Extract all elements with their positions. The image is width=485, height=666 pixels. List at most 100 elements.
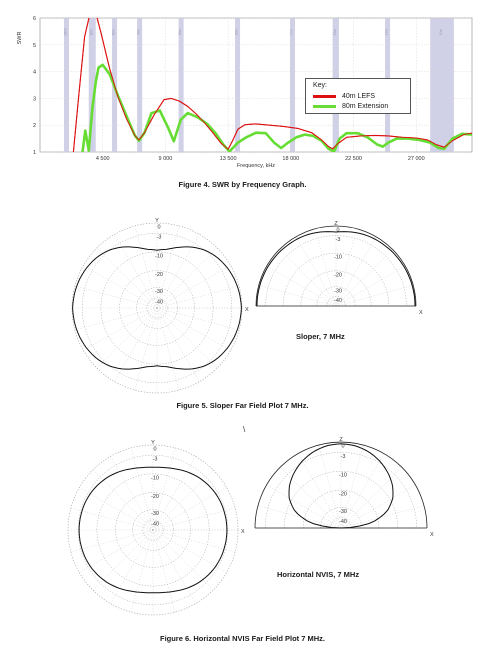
series-line-40m-lefs-overlay bbox=[72, 18, 472, 152]
nvis-label: Horizontal NVIS, 7 MHz bbox=[277, 570, 360, 579]
polar-axis-right-label: X bbox=[419, 310, 423, 316]
polar-ring bbox=[265, 452, 417, 529]
polar-spoke bbox=[70, 507, 154, 531]
polar-ring-label: -20 bbox=[334, 272, 342, 278]
y-tick-label: 2 bbox=[33, 123, 36, 129]
polar-ring-label: -20 bbox=[155, 272, 163, 278]
polar-ring bbox=[146, 297, 168, 319]
band-label-15m: 15m bbox=[333, 29, 337, 36]
polar-spoke bbox=[315, 228, 337, 307]
polar-ring-label: 0 bbox=[336, 228, 339, 234]
polar-spoke bbox=[335, 265, 406, 307]
polar-spoke bbox=[156, 307, 231, 351]
polar-ring-label: -40 bbox=[339, 519, 347, 525]
polar-spoke bbox=[152, 529, 227, 573]
polar-spoke bbox=[318, 444, 342, 529]
band-label-40m: 40m bbox=[137, 29, 141, 36]
polar-ring bbox=[254, 441, 428, 529]
polar-spoke bbox=[130, 529, 154, 613]
y-tick-label: 4 bbox=[33, 70, 36, 76]
polar-ring bbox=[320, 507, 362, 529]
polar-spoke bbox=[134, 225, 158, 309]
polar-ring-label: -30 bbox=[339, 509, 347, 515]
polar-spoke bbox=[266, 265, 337, 307]
polar-axis-top-label: Z bbox=[339, 437, 343, 443]
polar-ring-label: -3 bbox=[153, 457, 158, 463]
polar-axis-top-label: Z bbox=[334, 221, 338, 227]
polar-axis-right-label: X bbox=[241, 529, 245, 535]
polar-spoke bbox=[96, 307, 158, 369]
polar-spoke bbox=[156, 307, 240, 331]
polar-spoke bbox=[335, 228, 357, 307]
y-tick-label: 3 bbox=[33, 96, 36, 102]
y-tick-label: 1 bbox=[33, 150, 36, 156]
x-axis-label: Frequency, kHz bbox=[237, 163, 275, 169]
polar-spoke bbox=[156, 307, 200, 382]
polar-spoke bbox=[335, 236, 377, 307]
band-label-17m: 17m bbox=[289, 29, 293, 36]
chart-legend: Key: 40m LEFS 80m Extension bbox=[305, 78, 411, 114]
band-label-30m: 30m bbox=[178, 29, 182, 36]
polar-spoke bbox=[83, 265, 158, 309]
band-30m bbox=[178, 18, 184, 152]
legend-entry-80m-extension: 80m Extension bbox=[313, 102, 388, 111]
polar-spoke bbox=[340, 453, 385, 529]
figure-5-caption: Figure 5. Sloper Far Field Plot 7 MHz. bbox=[176, 401, 309, 410]
band-label-10m: 10m bbox=[439, 29, 443, 36]
polar-spoke bbox=[266, 484, 342, 529]
sloper-elevation-polar-plot: 0 -3 -10 -20 -30 -40 Z X bbox=[255, 221, 423, 316]
polar-spoke bbox=[74, 285, 158, 309]
x-tick-label: 27 000 bbox=[408, 156, 425, 162]
polar-spoke bbox=[152, 529, 214, 591]
legend-label-80m-extension: 80m Extension bbox=[342, 103, 389, 110]
nvis-elevation-polar-plot: 0 -3 -10 -20 -30 -40 Z X bbox=[254, 437, 434, 538]
band-10m bbox=[430, 18, 454, 152]
band-label-160m: 160m bbox=[63, 28, 67, 36]
sloper-label: Sloper, 7 MHz bbox=[296, 332, 345, 341]
polar-ring-label: -3 bbox=[336, 237, 341, 243]
x-tick-label: 22 500 bbox=[345, 156, 362, 162]
polar-spoke bbox=[280, 467, 342, 529]
polar-spoke bbox=[79, 529, 154, 573]
polar-ring bbox=[326, 296, 346, 307]
legend-label-40m-lefs: 40m LEFS bbox=[342, 93, 376, 100]
polar-spoke bbox=[257, 505, 342, 529]
x-tick-label: 9 000 bbox=[159, 156, 173, 162]
polar-ring bbox=[142, 519, 164, 541]
polar-axis-top-label: Y bbox=[151, 440, 155, 446]
legend-swatch-80m-extension bbox=[313, 105, 336, 108]
polar-ring-label: -10 bbox=[334, 255, 342, 261]
polar-ring-label: -30 bbox=[155, 289, 163, 295]
x-tick-label: 13 500 bbox=[220, 156, 237, 162]
band-label-80m: 80m bbox=[89, 29, 93, 36]
polar-spoke bbox=[340, 484, 416, 529]
band-80m bbox=[88, 18, 96, 152]
y-tick-label: 5 bbox=[33, 43, 36, 49]
polar-ring-label: -30 bbox=[334, 288, 342, 294]
polar-axis-right-label: X bbox=[245, 307, 249, 313]
polar-spoke bbox=[152, 469, 214, 531]
y-tick-label: 6 bbox=[33, 16, 36, 22]
polar-ring-label: -40 bbox=[334, 298, 342, 304]
polar-ring-label: -3 bbox=[157, 235, 162, 241]
polar-axis-right-label: X bbox=[430, 532, 434, 538]
band-20m bbox=[235, 18, 241, 152]
polar-spoke bbox=[152, 447, 176, 531]
polar-spoke bbox=[152, 529, 176, 613]
polar-spoke bbox=[156, 265, 231, 309]
polar-ring-label: -40 bbox=[151, 521, 159, 527]
polar-ring bbox=[283, 471, 399, 529]
polar-spoke bbox=[152, 529, 236, 553]
y-axis-label: SWR bbox=[17, 32, 23, 45]
polar-spoke bbox=[156, 307, 218, 369]
polar-spoke bbox=[79, 487, 154, 531]
gain-pattern-curve bbox=[288, 443, 394, 529]
polar-spoke bbox=[156, 307, 180, 391]
legend-title: Key: bbox=[313, 82, 328, 89]
polar-ring-label: -10 bbox=[151, 475, 159, 481]
polar-spoke bbox=[74, 307, 158, 331]
gain-pattern-curve bbox=[72, 246, 242, 370]
band-40m bbox=[137, 18, 143, 152]
polar-spoke bbox=[114, 234, 158, 309]
polar-spoke bbox=[110, 529, 154, 604]
